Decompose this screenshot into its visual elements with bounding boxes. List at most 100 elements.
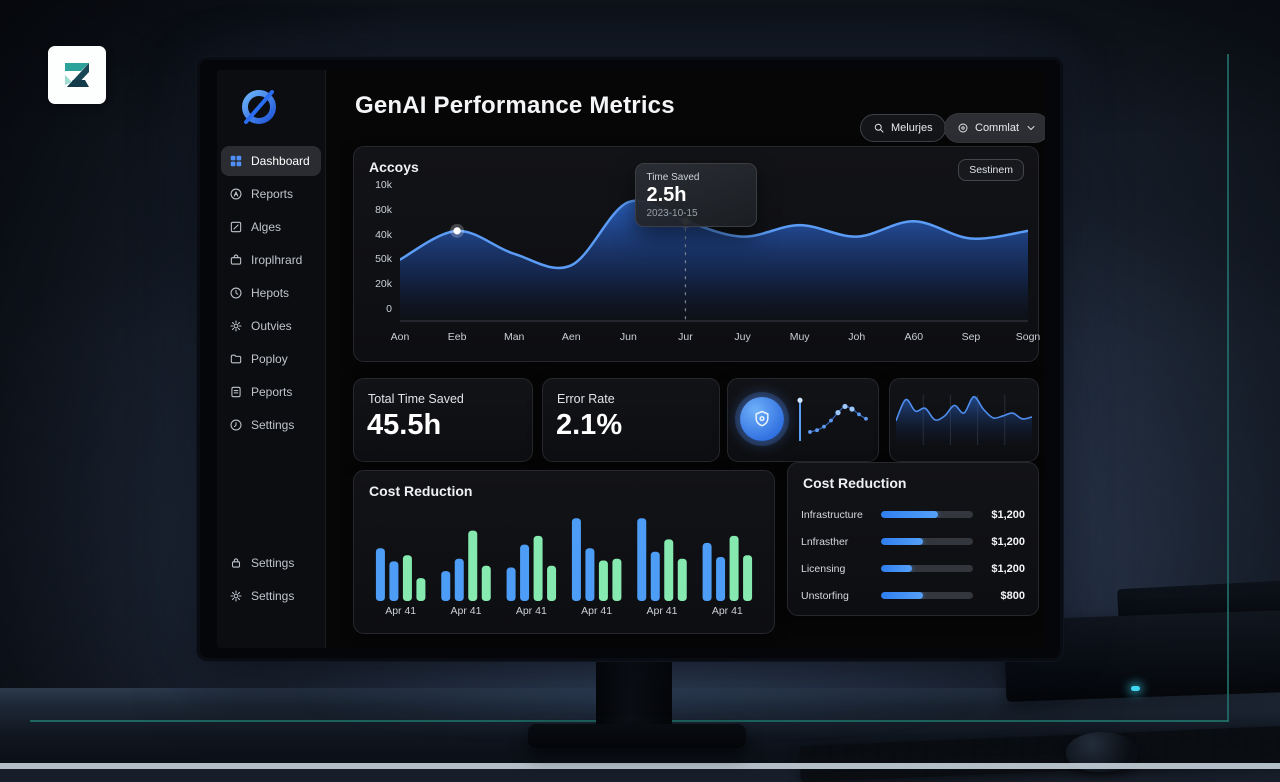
- sidebar-footer-item-settings[interactable]: Settings: [221, 548, 321, 578]
- sidebar-item-label: Settings: [251, 418, 295, 432]
- sidebar-item-label: Peports: [251, 385, 293, 399]
- x-tick: A60: [904, 331, 924, 343]
- sidebar-footer-item-settings[interactable]: Settings: [221, 581, 321, 611]
- sidebar-item-alges[interactable]: Alges: [221, 212, 321, 242]
- progress-track: [881, 565, 973, 572]
- bar-chart-title: Cost Reduction: [369, 483, 473, 499]
- stat-card-sparkline-dots: [727, 378, 879, 462]
- monitor-stand: [596, 655, 672, 731]
- stat-value: 45.5h: [367, 409, 442, 441]
- sidebar-item-dashboard[interactable]: Dashboard: [221, 146, 321, 176]
- bar-group-labels: Apr 41 Apr 41 Apr 41 Apr 41 Apr 41 Apr 41: [368, 605, 760, 617]
- x-tick: Muy: [789, 331, 810, 343]
- sidebar-item-hepots[interactable]: Hepots: [221, 278, 321, 308]
- x-axis-labels: Aon Eeb Man Aen Jun Jur Juy Muy Joh A60 Sep Sogn: [391, 331, 1041, 347]
- bar-group-label: Apr 41: [385, 605, 417, 617]
- progress-fill: [881, 511, 939, 518]
- progress-track: [881, 538, 973, 545]
- search-icon: [874, 123, 884, 133]
- status-circle-icon: [958, 123, 968, 133]
- x-tick: Jun: [619, 331, 637, 343]
- y-tick: 40k: [375, 228, 392, 241]
- x-tick: Sep: [961, 331, 981, 343]
- sidebar-item-label: Outvies: [251, 319, 292, 333]
- sidebar-item-label: Reports: [251, 187, 294, 201]
- chart-tooltip: Time Saved 2.5h 2023-10-15: [635, 163, 758, 227]
- y-tick: 50k: [375, 253, 392, 266]
- x-tick: Aen: [561, 331, 581, 343]
- stat-label: Total Time Saved: [368, 392, 464, 406]
- progress-fill: [881, 538, 924, 545]
- page-title: GenAI Performance Metrics: [355, 92, 675, 119]
- progress-label: Unstorfing: [801, 589, 849, 602]
- sidebar-item-peports[interactable]: Peports: [221, 377, 321, 407]
- bar-group-label: Apr 41: [711, 605, 743, 617]
- sidebar-nav: Dashboard Reports Alges Iroplhrard Hepots Out…: [221, 146, 321, 443]
- x-tick: Jur: [678, 331, 693, 343]
- sidebar-item-label: Hepots: [251, 286, 290, 300]
- grouped-bar-chart: [375, 518, 753, 601]
- y-axis-labels: 10k 80k 40k 50k 20k 0: [360, 179, 392, 315]
- sparkline-dots-chart: [797, 397, 868, 441]
- bar-group-label: Apr 41: [450, 605, 482, 617]
- chart-title: Accoys: [369, 159, 419, 175]
- lock-icon: [229, 556, 243, 570]
- progress-label: Licensing: [801, 562, 846, 575]
- bar-group-label: Apr 41: [515, 605, 547, 617]
- progress-value: $1,200: [991, 562, 1025, 575]
- stat-value: 2.1%: [556, 409, 623, 441]
- x-tick: Sogn: [1015, 331, 1041, 343]
- stat-label: Error Rate: [557, 392, 615, 406]
- dashboard-grid-icon: [229, 154, 243, 168]
- x-tick: Aon: [390, 331, 410, 343]
- y-tick: 10k: [375, 179, 392, 191]
- y-tick: 20k: [375, 278, 392, 291]
- x-tick: Eeb: [447, 331, 467, 343]
- sidebar-item-outvies[interactable]: Outvies: [221, 311, 321, 341]
- app-logo-icon: [242, 90, 276, 124]
- progress-row-lnfrasther: Lnfrasther $1,200: [801, 528, 1025, 555]
- progress-fill: [881, 592, 924, 599]
- gear-icon: [229, 319, 243, 333]
- chart-range-button[interactable]: Sestinem: [958, 159, 1024, 181]
- chevron-down-icon: [1027, 126, 1035, 130]
- main-content: GenAI Performance Metrics Melurjes Comml…: [325, 70, 1045, 648]
- progress-row-infrastructure: Infrastructure $1,200: [801, 501, 1025, 528]
- power-led: [1131, 686, 1140, 691]
- history-icon: [229, 418, 243, 432]
- document-icon: [229, 385, 243, 399]
- sidebar-item-reports[interactable]: Reports: [221, 179, 321, 209]
- progress-value: $1,200: [991, 535, 1025, 548]
- sidebar-item-label: Iroplhrard: [251, 253, 303, 267]
- progress-card-title: Cost Reduction: [803, 475, 907, 491]
- monitor-base: [528, 724, 746, 748]
- tooltip-label: Time Saved: [646, 172, 700, 183]
- stat-card-total-time-saved: Total Time Saved 45.5h: [353, 378, 533, 462]
- progress-label: Lnfrasther: [801, 535, 849, 548]
- shield-badge: [740, 397, 784, 441]
- progress-value: $800: [1000, 589, 1025, 602]
- sidebar-item-iroplhrard[interactable]: Iroplhrard: [221, 245, 321, 275]
- sidebar-item-poploy[interactable]: Poploy: [221, 344, 321, 374]
- bar-group-label: Apr 41: [581, 605, 613, 617]
- progress-rows: Infrastructure $1,200 Lnfrasther $1,200 Lice…: [801, 501, 1025, 609]
- sidebar: Dashboard Reports Alges Iroplhrard Hepots Out…: [217, 70, 326, 648]
- sidebar-item-settings[interactable]: Settings: [221, 410, 321, 440]
- search-button[interactable]: Melurjes: [860, 114, 946, 142]
- dropdown-label: Commlat: [975, 122, 1020, 134]
- sidebar-footer-nav: Settings Settings: [221, 548, 321, 614]
- tooltip-date: 2023-10-15: [646, 208, 698, 219]
- sidebar-item-label: Dashboard: [251, 154, 310, 168]
- progress-row-licensing: Licensing $1,200: [801, 555, 1025, 582]
- gear-icon: [229, 589, 243, 603]
- shield-icon: [755, 410, 769, 427]
- desk-edge-strip: [0, 763, 1280, 769]
- stat-card-error-rate: Error Rate 2.1%: [542, 378, 720, 462]
- sidebar-item-label: Settings: [251, 556, 295, 570]
- dropdown-button[interactable]: Commlat: [944, 113, 1045, 143]
- sidebar-item-label: Poploy: [251, 352, 288, 366]
- z-logo-icon: [65, 63, 89, 87]
- progress-row-unstorfing: Unstorfing $800: [801, 582, 1025, 609]
- briefcase-icon: [229, 253, 243, 267]
